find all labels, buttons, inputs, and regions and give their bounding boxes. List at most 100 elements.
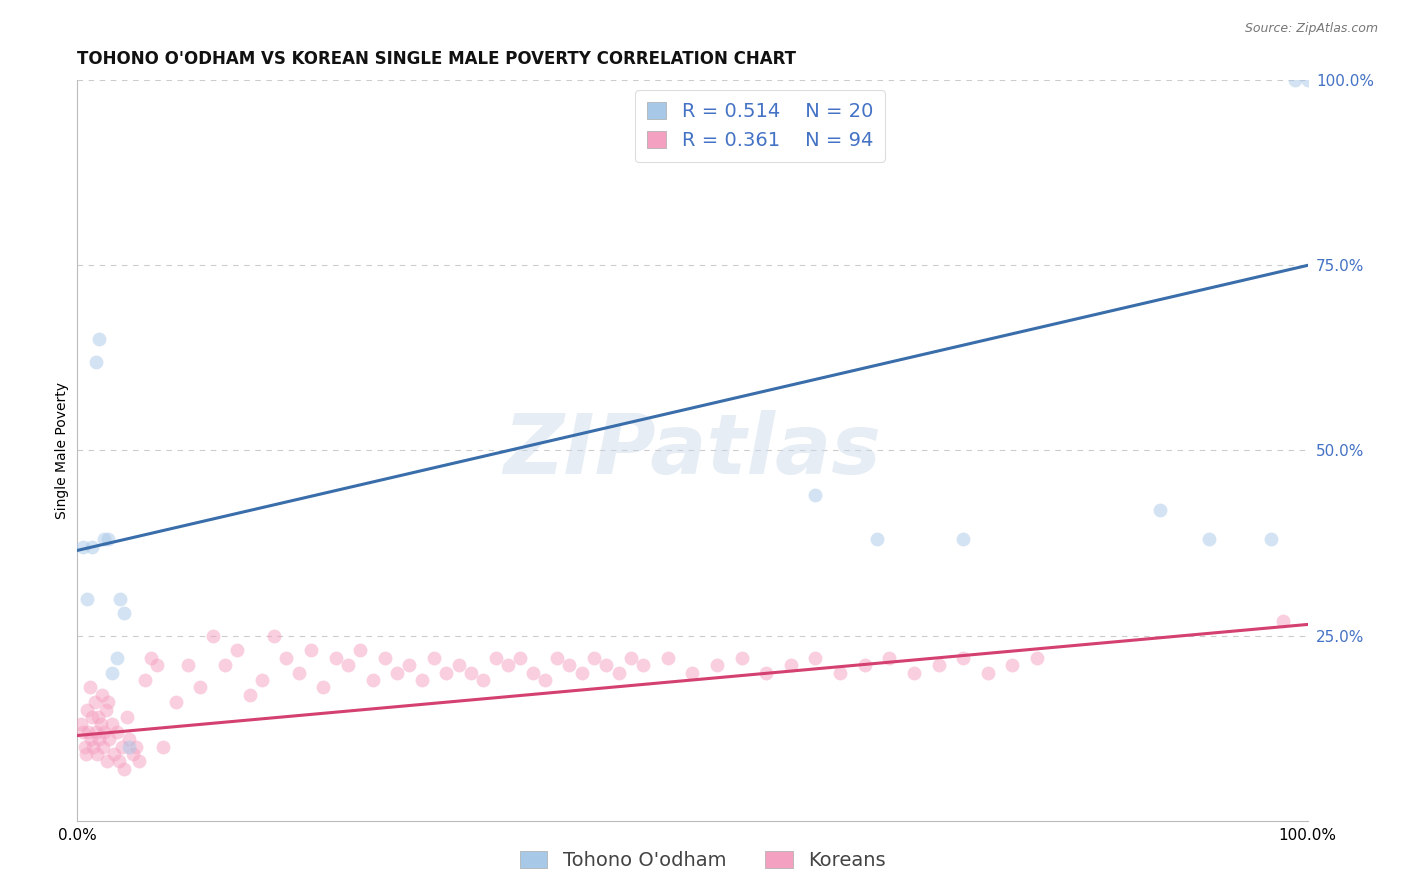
Text: TOHONO O'ODHAM VS KOREAN SINGLE MALE POVERTY CORRELATION CHART: TOHONO O'ODHAM VS KOREAN SINGLE MALE POV… xyxy=(77,50,796,68)
Point xyxy=(1001,658,1024,673)
Point xyxy=(239,688,262,702)
Point xyxy=(226,643,249,657)
Point xyxy=(152,739,174,754)
Point xyxy=(485,650,508,665)
Point xyxy=(77,724,100,739)
Point xyxy=(101,717,124,731)
Point xyxy=(94,703,117,717)
Point xyxy=(128,755,150,769)
Point xyxy=(1026,650,1049,665)
Point xyxy=(1149,502,1171,516)
Point xyxy=(112,762,135,776)
Point xyxy=(125,739,148,754)
Point xyxy=(72,724,94,739)
Text: ZIPatlas: ZIPatlas xyxy=(503,410,882,491)
Point xyxy=(96,755,118,769)
Point xyxy=(70,717,93,731)
Point xyxy=(436,665,458,680)
Point xyxy=(447,658,470,673)
Point xyxy=(82,710,104,724)
Point xyxy=(214,658,236,673)
Point xyxy=(134,673,156,687)
Point xyxy=(105,650,128,665)
Point xyxy=(1284,73,1306,87)
Point xyxy=(657,650,679,665)
Point xyxy=(118,732,141,747)
Point xyxy=(72,540,94,554)
Point xyxy=(76,591,98,606)
Point xyxy=(522,665,544,680)
Point xyxy=(118,739,141,754)
Point xyxy=(89,732,111,747)
Point xyxy=(558,658,581,673)
Point xyxy=(115,710,138,724)
Point xyxy=(411,673,433,687)
Point xyxy=(146,658,169,673)
Point xyxy=(546,650,568,665)
Point xyxy=(325,650,347,665)
Point xyxy=(633,658,655,673)
Point xyxy=(755,665,778,680)
Point xyxy=(952,533,974,547)
Point xyxy=(374,650,396,665)
Point xyxy=(299,643,322,657)
Point xyxy=(188,681,212,695)
Point xyxy=(780,658,803,673)
Point xyxy=(141,650,163,665)
Point xyxy=(853,658,876,673)
Point xyxy=(105,724,128,739)
Point xyxy=(121,747,143,761)
Point xyxy=(607,665,630,680)
Point xyxy=(830,665,852,680)
Point xyxy=(79,681,101,695)
Point xyxy=(93,533,115,547)
Point xyxy=(90,717,112,731)
Point xyxy=(112,607,135,621)
Point xyxy=(583,650,606,665)
Point xyxy=(1198,533,1220,547)
Point xyxy=(80,732,103,747)
Point xyxy=(86,747,108,761)
Point xyxy=(349,643,371,657)
Point xyxy=(385,665,409,680)
Point xyxy=(1260,533,1282,547)
Point xyxy=(276,650,298,665)
Point xyxy=(93,724,115,739)
Point xyxy=(110,591,132,606)
Point xyxy=(804,650,827,665)
Point xyxy=(201,628,224,642)
Point xyxy=(1272,614,1295,628)
Point xyxy=(75,747,97,761)
Point xyxy=(111,739,132,754)
Point xyxy=(83,695,105,709)
Point xyxy=(98,732,121,747)
Point xyxy=(571,665,593,680)
Point xyxy=(312,681,335,695)
Point xyxy=(84,354,107,368)
Point xyxy=(423,650,446,665)
Point xyxy=(534,673,557,687)
Point xyxy=(496,658,519,673)
Point xyxy=(804,488,827,502)
Point xyxy=(97,695,120,709)
Point xyxy=(952,650,974,665)
Point xyxy=(91,739,114,754)
Point xyxy=(361,673,384,687)
Point xyxy=(108,755,131,769)
Point xyxy=(398,658,420,673)
Text: Source: ZipAtlas.com: Source: ZipAtlas.com xyxy=(1244,22,1378,36)
Point xyxy=(706,658,728,673)
Point xyxy=(90,688,114,702)
Point xyxy=(103,747,125,761)
Point xyxy=(337,658,360,673)
Point xyxy=(87,710,110,724)
Point xyxy=(1296,73,1319,87)
Point xyxy=(84,724,107,739)
Point xyxy=(101,665,124,680)
Point xyxy=(928,658,950,673)
Point xyxy=(165,695,187,709)
Point xyxy=(903,665,925,680)
Point xyxy=(977,665,1000,680)
Point xyxy=(866,533,889,547)
Point xyxy=(89,332,111,346)
